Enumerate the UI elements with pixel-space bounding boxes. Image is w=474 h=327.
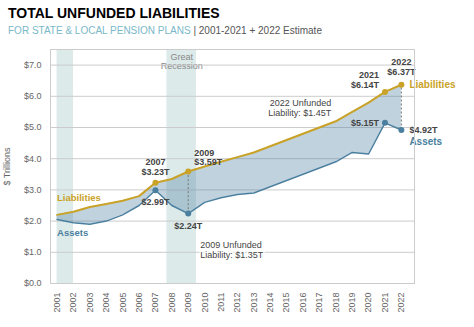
- svg-text:$ Trillions: $ Trillions: [2, 147, 12, 186]
- svg-text:2009$3.59T: 2009$3.59T: [194, 148, 223, 168]
- svg-text:$4.0: $4.0: [24, 154, 42, 164]
- svg-text:2022 UnfundedLiability: $1.45T: 2022 UnfundedLiability: $1.45T: [268, 98, 332, 118]
- svg-text:2014: 2014: [265, 293, 275, 313]
- svg-text:Liabilities: Liabilities: [57, 192, 101, 203]
- svg-text:$0.0: $0.0: [24, 278, 42, 288]
- svg-text:2002: 2002: [68, 293, 78, 313]
- svg-text:2016: 2016: [298, 293, 308, 313]
- svg-text:2007: 2007: [150, 293, 160, 313]
- svg-text:2009: 2009: [183, 293, 193, 313]
- svg-text:2012: 2012: [232, 293, 242, 313]
- html-text:FOR STATE & LOCAL PENSION PLAN: FOR STATE & LOCAL PENSION PLANS | 2001-2…: [8, 25, 322, 36]
- svg-text:2018: 2018: [331, 293, 341, 313]
- svg-text:$4.92T: $4.92T: [409, 125, 438, 135]
- svg-text:GreatRecession: GreatRecession: [161, 52, 203, 71]
- svg-text:2020: 2020: [363, 293, 373, 313]
- svg-text:2005: 2005: [118, 293, 128, 313]
- svg-text:2021: 2021: [380, 293, 390, 313]
- svg-text:Liabilities: Liabilities: [409, 79, 456, 90]
- svg-text:2013: 2013: [249, 293, 259, 313]
- svg-text:$2.99T: $2.99T: [141, 197, 170, 207]
- svg-text:$1.0: $1.0: [24, 247, 42, 257]
- svg-text:2009 UnfundedLiability: $1.35T: 2009 UnfundedLiability: $1.35T: [200, 240, 264, 260]
- svg-text:Assets: Assets: [57, 227, 88, 238]
- svg-text:2010: 2010: [200, 293, 210, 313]
- svg-text:$3.0: $3.0: [24, 185, 42, 195]
- svg-text:2007$3.23T: 2007$3.23T: [141, 157, 170, 177]
- svg-text:2006: 2006: [134, 293, 144, 313]
- svg-text:$7.0: $7.0: [24, 60, 42, 70]
- svg-text:2021$6.14T: 2021$6.14T: [351, 70, 380, 90]
- svg-text:2001: 2001: [52, 293, 62, 313]
- svg-text:2019: 2019: [347, 293, 357, 313]
- svg-text:2011: 2011: [216, 293, 226, 312]
- svg-text:2004: 2004: [101, 293, 111, 313]
- svg-text:$6.0: $6.0: [24, 91, 42, 101]
- svg-text:$5.0: $5.0: [24, 122, 42, 132]
- html-text:TOTAL UNFUNDED LIABILITIES: TOTAL UNFUNDED LIABILITIES: [8, 5, 220, 21]
- svg-text:2008: 2008: [167, 293, 177, 313]
- svg-text:$5.15T: $5.15T: [351, 118, 380, 128]
- svg-text:2015: 2015: [281, 293, 291, 313]
- svg-text:Assets: Assets: [409, 136, 443, 148]
- svg-text:2022: 2022: [396, 293, 406, 313]
- svg-text:$2.24T: $2.24T: [174, 221, 203, 231]
- svg-text:2003: 2003: [85, 293, 95, 313]
- svg-text:2017: 2017: [314, 293, 324, 313]
- svg-text:2022$6.37T: 2022$6.37T: [387, 57, 416, 77]
- svg-text:$2.0: $2.0: [24, 216, 42, 226]
